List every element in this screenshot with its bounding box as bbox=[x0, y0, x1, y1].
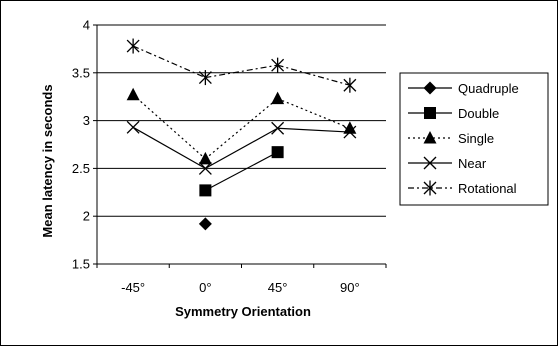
series-line-segment bbox=[205, 64, 278, 79]
legend-marker bbox=[423, 180, 437, 196]
near-point bbox=[126, 120, 140, 134]
y-axis-title: Mean latency in seconds bbox=[40, 84, 55, 237]
single-point bbox=[343, 121, 357, 134]
legend-item-near: Near bbox=[408, 156, 487, 171]
y-tick-label: 2 bbox=[83, 209, 90, 224]
legend-label: Double bbox=[458, 106, 499, 121]
near-point bbox=[343, 125, 357, 139]
near-point bbox=[198, 161, 212, 175]
series-line-segment bbox=[132, 45, 206, 79]
series-double bbox=[199, 146, 284, 197]
y-tick-label: 1.5 bbox=[72, 257, 90, 272]
legend-label: Quadruple bbox=[458, 81, 519, 96]
rotational-point bbox=[126, 38, 140, 54]
x-axis-title: Symmetry Orientation bbox=[175, 304, 311, 319]
x-tick-label: 45° bbox=[268, 280, 288, 295]
legend-marker bbox=[423, 131, 437, 144]
y-tick-label: 3 bbox=[83, 113, 90, 128]
legend-label: Single bbox=[458, 131, 494, 146]
rotational-point bbox=[271, 57, 285, 73]
x-tick-label: 0° bbox=[199, 280, 211, 295]
single-point bbox=[126, 87, 140, 101]
legend-marker bbox=[423, 81, 437, 95]
x-tick-label: 90° bbox=[340, 280, 360, 295]
series-near bbox=[126, 120, 357, 175]
legend-item-double: Double bbox=[408, 106, 499, 121]
y-tick-label: 3.5 bbox=[72, 65, 90, 80]
legend-marker bbox=[424, 107, 436, 119]
series-line-segment bbox=[277, 98, 351, 129]
single-point bbox=[271, 91, 285, 105]
series-quadruple bbox=[198, 217, 212, 231]
series-single bbox=[126, 87, 357, 165]
legend-marker bbox=[423, 156, 437, 170]
legend-item-single: Single bbox=[408, 131, 494, 146]
quadruple-point bbox=[198, 217, 212, 231]
legend-item-quadruple: Quadruple bbox=[408, 81, 519, 96]
x-tick-label: -45° bbox=[121, 280, 145, 295]
y-tick-label: 2.5 bbox=[72, 161, 90, 176]
single-point bbox=[198, 151, 212, 165]
double-point bbox=[271, 146, 284, 159]
rotational-point bbox=[198, 70, 212, 86]
series-line-segment bbox=[277, 64, 351, 86]
series-line-segment bbox=[277, 127, 350, 133]
near-point bbox=[271, 121, 285, 135]
legend-item-rotational: Rotational bbox=[408, 180, 517, 196]
double-point bbox=[199, 184, 212, 197]
legend-label: Rotational bbox=[458, 181, 517, 196]
series-line-segment bbox=[205, 127, 278, 169]
series-rotational bbox=[126, 38, 357, 93]
rotational-point bbox=[343, 77, 357, 93]
series-line-segment bbox=[205, 151, 278, 191]
series-line-segment bbox=[132, 94, 206, 160]
series-line-segment bbox=[204, 98, 279, 160]
series-line-segment bbox=[132, 126, 206, 169]
y-tick-label: 4 bbox=[83, 18, 90, 33]
legend-label: Near bbox=[458, 156, 487, 171]
